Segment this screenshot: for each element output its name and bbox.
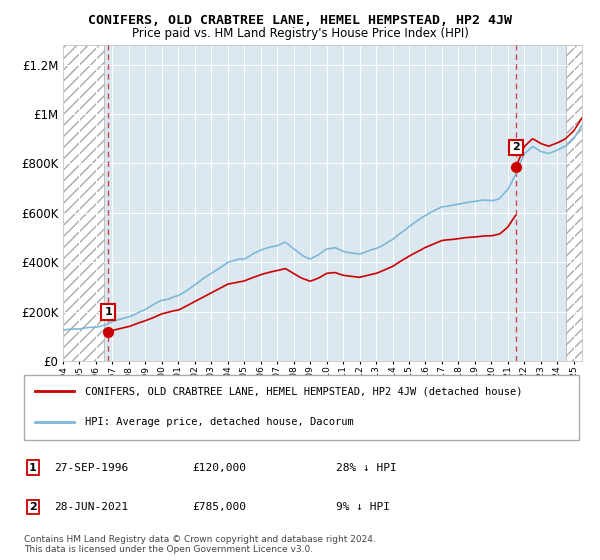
Text: 28% ↓ HPI: 28% ↓ HPI: [336, 463, 397, 473]
Text: £785,000: £785,000: [192, 502, 246, 512]
Text: 27-SEP-1996: 27-SEP-1996: [54, 463, 128, 473]
Bar: [566, 45, 582, 361]
Text: CONIFERS, OLD CRABTREE LANE, HEMEL HEMPSTEAD, HP2 4JW (detached house): CONIFERS, OLD CRABTREE LANE, HEMEL HEMPS…: [85, 386, 523, 396]
Text: HPI: Average price, detached house, Dacorum: HPI: Average price, detached house, Daco…: [85, 417, 354, 427]
Text: 1: 1: [29, 463, 37, 473]
Text: 9% ↓ HPI: 9% ↓ HPI: [336, 502, 390, 512]
Text: 2: 2: [29, 502, 37, 512]
Text: 1: 1: [104, 307, 112, 317]
Text: CONIFERS, OLD CRABTREE LANE, HEMEL HEMPSTEAD, HP2 4JW: CONIFERS, OLD CRABTREE LANE, HEMEL HEMPS…: [88, 14, 512, 27]
Text: Contains HM Land Registry data © Crown copyright and database right 2024.
This d: Contains HM Land Registry data © Crown c…: [24, 535, 376, 554]
Text: 2: 2: [512, 142, 520, 152]
Text: £120,000: £120,000: [192, 463, 246, 473]
FancyBboxPatch shape: [24, 375, 579, 440]
Bar: [63, 45, 104, 361]
Text: Price paid vs. HM Land Registry's House Price Index (HPI): Price paid vs. HM Land Registry's House …: [131, 27, 469, 40]
Text: 28-JUN-2021: 28-JUN-2021: [54, 502, 128, 512]
